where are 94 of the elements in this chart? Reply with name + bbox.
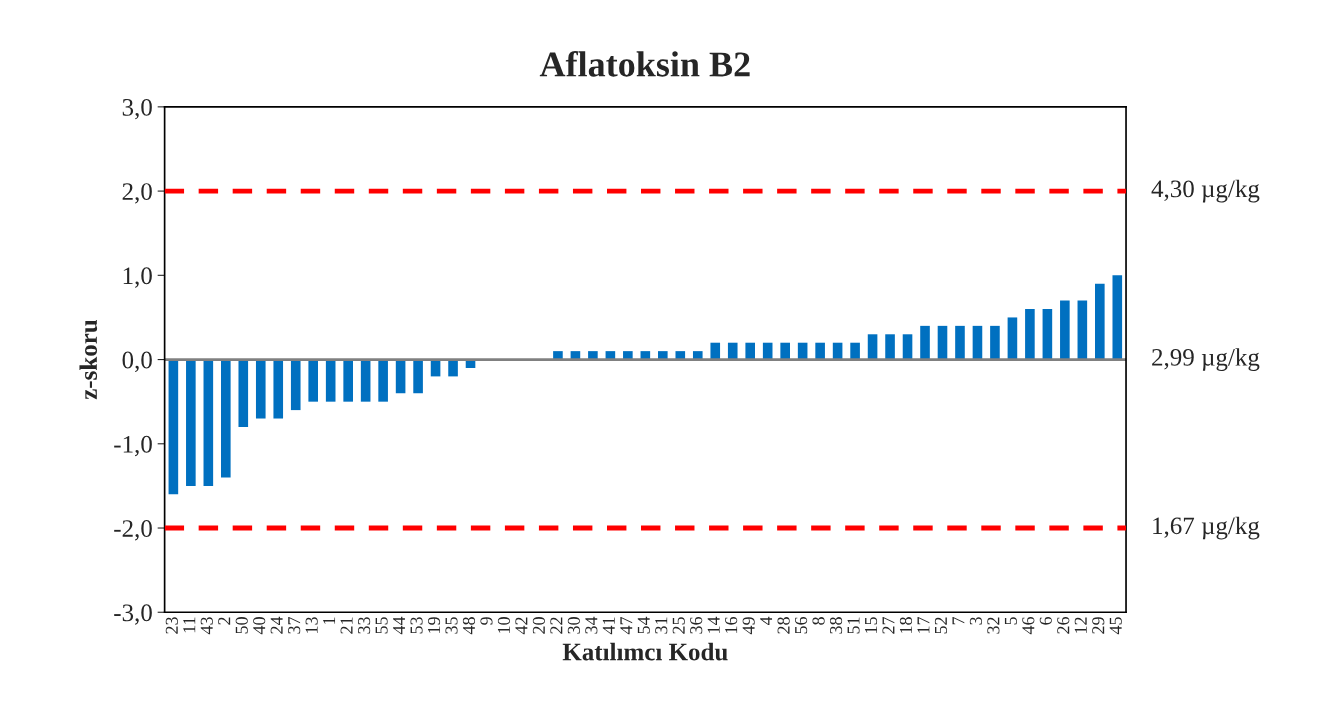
bar bbox=[378, 359, 388, 402]
bar bbox=[186, 359, 196, 486]
bar bbox=[1025, 309, 1035, 360]
x-tick-label: 3 bbox=[969, 617, 982, 625]
x-tick-label: 40 bbox=[253, 617, 266, 635]
y-tick-label: -1,0 bbox=[114, 435, 152, 457]
x-tick-label: 32 bbox=[987, 617, 1000, 634]
x-tick-label: 7 bbox=[952, 616, 965, 625]
x-tick-label: 6 bbox=[1039, 616, 1052, 625]
x-axis-title: Katılımcı Kodu bbox=[562, 642, 728, 661]
bar bbox=[990, 325, 1000, 360]
bar bbox=[1095, 283, 1105, 360]
y-tick-label: -3,0 bbox=[114, 604, 152, 625]
bar bbox=[238, 359, 249, 427]
bar bbox=[885, 334, 895, 360]
bar bbox=[221, 359, 231, 478]
x-tick-label: 56 bbox=[795, 616, 808, 634]
chart-title: Aflatoksin B2 bbox=[539, 50, 750, 77]
bar bbox=[448, 359, 458, 377]
x-tick-label: 29 bbox=[1092, 617, 1105, 634]
x-tick-label: 24 bbox=[270, 616, 283, 634]
x-tick-label: 2 bbox=[218, 617, 231, 625]
x-tick-label: 18 bbox=[899, 617, 913, 633]
x-tick-label: 35 bbox=[445, 617, 458, 634]
x-tick-label: 23 bbox=[165, 617, 178, 634]
x-tick-label: 16 bbox=[725, 616, 738, 633]
x-tick-label: 41 bbox=[602, 617, 615, 635]
x-tick-label: 48 bbox=[462, 617, 476, 635]
x-tick-label: 44 bbox=[393, 616, 405, 635]
y-tick-label: 2,0 bbox=[122, 183, 152, 204]
x-tick-label: 13 bbox=[305, 617, 318, 633]
x-tick-label: 17 bbox=[917, 616, 930, 633]
y-tick-label: 0,0 bbox=[122, 351, 152, 373]
bar bbox=[920, 325, 930, 360]
bar bbox=[360, 359, 371, 402]
bar bbox=[255, 359, 266, 419]
x-tick-label: 51 bbox=[847, 617, 860, 634]
bar bbox=[343, 359, 353, 402]
x-tick-label: 27 bbox=[882, 616, 895, 634]
x-tick-label: 9 bbox=[480, 617, 493, 625]
y-tick-label: 1,0 bbox=[123, 267, 152, 288]
x-tick-label: 53 bbox=[410, 617, 423, 634]
x-tick-label: 34 bbox=[585, 616, 598, 634]
x-tick-label: 20 bbox=[532, 617, 545, 634]
x-tick-label: 50 bbox=[235, 617, 248, 634]
bar bbox=[308, 359, 319, 402]
x-tick-label: 54 bbox=[637, 616, 650, 634]
x-tick-label: 4 bbox=[760, 616, 773, 626]
bar bbox=[168, 359, 179, 495]
y-tick-label: -2,0 bbox=[114, 520, 152, 541]
x-tick-label: 49 bbox=[742, 617, 755, 635]
y-tick-label: 3,0 bbox=[122, 98, 152, 120]
x-tick-label: 28 bbox=[777, 617, 790, 634]
bar bbox=[290, 359, 301, 411]
x-tick-label: 22 bbox=[550, 617, 563, 634]
bar bbox=[1060, 300, 1070, 360]
x-tick-label: 55 bbox=[375, 617, 388, 634]
x-tick-label: 1 bbox=[323, 617, 336, 624]
bar bbox=[273, 359, 284, 419]
bar bbox=[1042, 309, 1053, 360]
ref-line-label: 4,30 µg/kg bbox=[1151, 179, 1260, 203]
x-tick-label: 33 bbox=[358, 617, 371, 634]
x-tick-label: 10 bbox=[497, 617, 511, 633]
y-axis-title: z-skoru bbox=[79, 319, 98, 400]
ref-line-label: 1,67 µg/kg bbox=[1153, 516, 1260, 540]
bar bbox=[203, 359, 214, 486]
bar bbox=[955, 325, 965, 360]
bar bbox=[325, 359, 336, 402]
bar bbox=[1007, 317, 1018, 360]
x-tick-label: 43 bbox=[200, 617, 213, 635]
x-tick-label: 45 bbox=[1109, 617, 1122, 635]
bar bbox=[413, 359, 423, 394]
bar bbox=[1077, 300, 1088, 360]
bar bbox=[1112, 275, 1123, 360]
x-tick-label: 37 bbox=[288, 616, 301, 634]
x-tick-label: 11 bbox=[183, 617, 196, 633]
ref-line-label: 2,99 µg/kg bbox=[1152, 348, 1260, 371]
x-tick-label: 47 bbox=[620, 616, 633, 635]
x-tick-label: 30 bbox=[567, 617, 580, 634]
x-tick-label: 8 bbox=[812, 617, 825, 625]
x-tick-label: 12 bbox=[1074, 617, 1087, 633]
x-tick-label: 52 bbox=[934, 617, 948, 634]
x-tick-label: 5 bbox=[1004, 617, 1017, 625]
x-tick-label: 25 bbox=[672, 617, 685, 634]
x-tick-label: 21 bbox=[340, 617, 353, 634]
x-tick-label: 26 bbox=[1057, 616, 1070, 634]
x-tick-label: 14 bbox=[707, 616, 720, 633]
x-tick-label: 15 bbox=[864, 617, 878, 633]
x-tick-label: 38 bbox=[829, 617, 843, 634]
x-tick-label: 42 bbox=[515, 617, 528, 635]
x-tick-label: 36 bbox=[690, 616, 703, 634]
x-tick-label: 31 bbox=[655, 617, 668, 634]
x-tick-label: 46 bbox=[1022, 616, 1035, 635]
x-tick-label: 19 bbox=[427, 617, 441, 633]
